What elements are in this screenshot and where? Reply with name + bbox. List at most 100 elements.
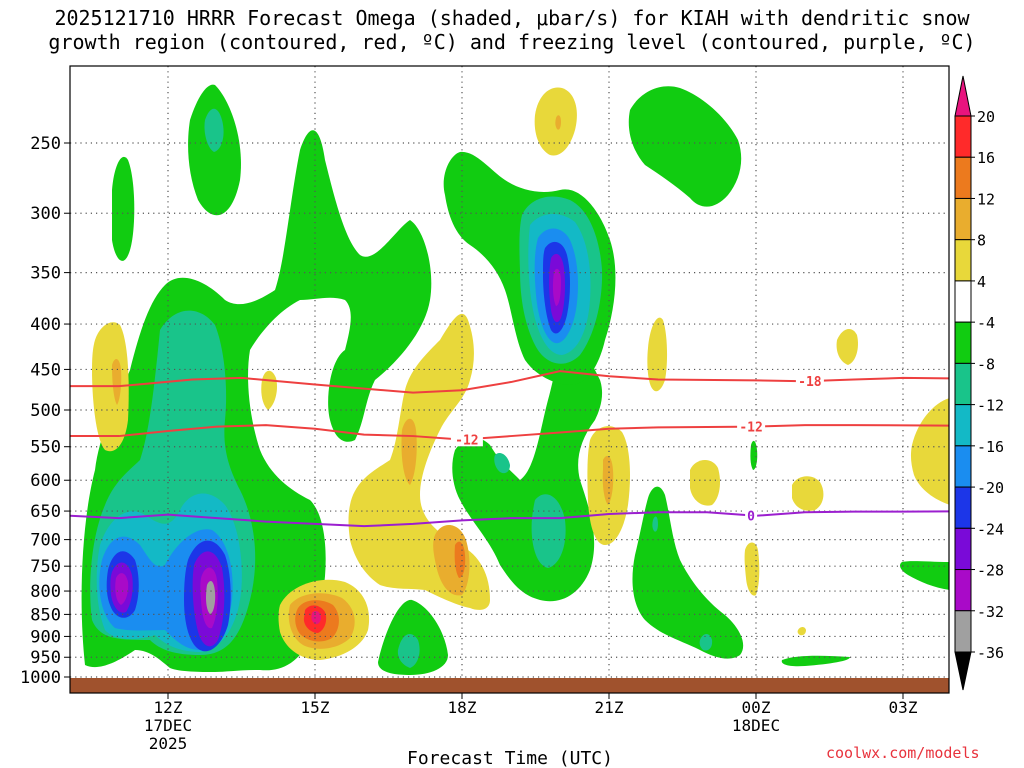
- chart-title-line-1: 2025121710 HRRR Forecast Omega (shaded, …: [54, 6, 970, 30]
- y-tick-label: 300: [30, 204, 61, 224]
- y-tick-label: 800: [30, 582, 61, 602]
- omega-region-teal-center: [494, 453, 566, 568]
- ground-surface: [70, 678, 949, 693]
- colorbar-segment: [954, 445, 972, 488]
- y-tick-label: 500: [30, 401, 61, 421]
- colorbar-segment: [954, 569, 972, 612]
- contour-label-bg: [795, 373, 824, 389]
- x-tick-label: 21Z: [595, 698, 624, 717]
- x-tick-year-label: 2025: [149, 734, 188, 753]
- colorbar-segment: [954, 197, 972, 241]
- colorbar-segment: [954, 280, 972, 323]
- x-tick-date-label: 17DEC: [144, 716, 192, 735]
- colorbar-label: -20: [977, 479, 1004, 497]
- omega-region-green-00z: [750, 440, 758, 470]
- x-tick-label: 12Z: [154, 698, 183, 717]
- x-tick-label: 00Z: [742, 698, 771, 717]
- omega-region-green-02z-bottom: [781, 655, 850, 667]
- omega-region-green-22z: [632, 486, 744, 659]
- omega-region-violet-upper: [552, 268, 561, 306]
- colorbar-segment: [954, 610, 972, 653]
- omega-region-yellow-center: [348, 313, 490, 610]
- omega-region-teal-22z: [652, 516, 713, 651]
- contour-label-bg: [737, 418, 766, 434]
- contour-label: -12: [739, 421, 762, 436]
- colorbar-top-arrow: [954, 75, 972, 117]
- y-tick-label: 350: [30, 264, 61, 284]
- omega-region-purple-left: [110, 551, 225, 647]
- omega-region-teal-bottom: [397, 634, 420, 668]
- omega-region-yellow-01z: [792, 476, 824, 511]
- y-tick-label: 750: [30, 557, 61, 577]
- chart-title: 2025121710 HRRR Forecast Omega (shaded, …: [0, 6, 1024, 54]
- y-tick-label: 950: [30, 648, 61, 668]
- y-tick-label: 250: [30, 134, 61, 154]
- x-tick-label: 18Z: [448, 698, 477, 717]
- y-tick-label: 550: [30, 438, 61, 458]
- colorbar-label: -24: [977, 520, 1004, 538]
- contour-label-bg: [450, 431, 483, 447]
- contour-line: [70, 510, 949, 528]
- y-axis: 2503003504004505005506006507007508008509…: [20, 134, 70, 688]
- omega-region-yellow-22z: [647, 317, 668, 392]
- omega-region-gold-21z: [602, 455, 614, 505]
- colorbar-label: -12: [977, 397, 1004, 415]
- colorbar-bottom-arrow: [954, 651, 972, 691]
- colorbar: 20 16 12 8 4 -4 -8 -12 -16 -20 -24 -28 -32 -36: [954, 75, 1004, 691]
- contour-label: -18: [798, 375, 822, 390]
- plot-frame: [69, 65, 950, 694]
- y-tick-label: 1000: [20, 668, 61, 688]
- colorbar-label: -8: [977, 355, 995, 373]
- contour-line: [70, 370, 949, 394]
- gridlines: [70, 66, 949, 693]
- colorbar-segment: [954, 486, 972, 529]
- colorbar-label: 16: [977, 149, 995, 167]
- omega-region-gray-left: [206, 580, 216, 614]
- omega-region-yellow-23z: [690, 459, 720, 506]
- y-tick-label: 400: [30, 315, 61, 335]
- omega-region-yellow-02z: [836, 328, 858, 365]
- colorbar-segment: [954, 321, 972, 364]
- colorbar-label: -16: [977, 438, 1004, 456]
- x-tick-label: 03Z: [889, 698, 918, 717]
- contour-label: 0: [747, 509, 755, 524]
- colorbar-segment: [954, 239, 972, 282]
- omega-region-gold-center: [401, 418, 470, 596]
- x-axis-label: Forecast Time (UTC): [407, 748, 613, 768]
- colorbar-label: 4: [977, 273, 986, 291]
- omega-region-violet-left: [115, 567, 218, 629]
- contour-label: -12: [455, 433, 478, 448]
- chart-title-line-2: growth region (contoured, red, ºC) and f…: [48, 30, 976, 54]
- colorbar-segment: [954, 362, 972, 406]
- credit-text: coolwx.com/models: [826, 744, 980, 762]
- colorbar-segment: [954, 404, 972, 447]
- x-tick-date-label: 18DEC: [732, 716, 780, 735]
- x-tick-label: 15Z: [301, 698, 330, 717]
- y-tick-label: 850: [30, 605, 61, 625]
- colorbar-label: 12: [977, 190, 995, 208]
- colorbar-segment: [954, 115, 972, 158]
- colorbar-label: 20: [977, 108, 995, 126]
- colorbar-segment: [954, 527, 972, 571]
- colorbar-label: -36: [977, 644, 1004, 662]
- y-tick-label: 700: [30, 531, 61, 551]
- y-tick-label: 650: [30, 502, 61, 522]
- omega-region-magenta-15z: [311, 610, 321, 625]
- contour-lines: -18 -12 -12 0: [70, 370, 949, 528]
- omega-region-teal-top2: [204, 108, 224, 152]
- colorbar-segment: [954, 156, 972, 199]
- omega-region-gold-left: [112, 358, 122, 405]
- colorbar-label: -32: [977, 603, 1004, 621]
- omega-region-green-top1: [112, 156, 135, 261]
- y-tick-label: 900: [30, 627, 61, 647]
- omega-region-gold-top: [555, 115, 561, 130]
- omega-region-green-03z-low: [900, 561, 949, 590]
- y-tick-label: 600: [30, 471, 61, 491]
- omega-region-yellow-01z-small: [797, 627, 806, 636]
- colorbar-label: -28: [977, 562, 1004, 580]
- contour-label-bg: [745, 507, 758, 523]
- y-tick-label: 450: [30, 360, 61, 380]
- colorbar-label: -4: [977, 314, 995, 332]
